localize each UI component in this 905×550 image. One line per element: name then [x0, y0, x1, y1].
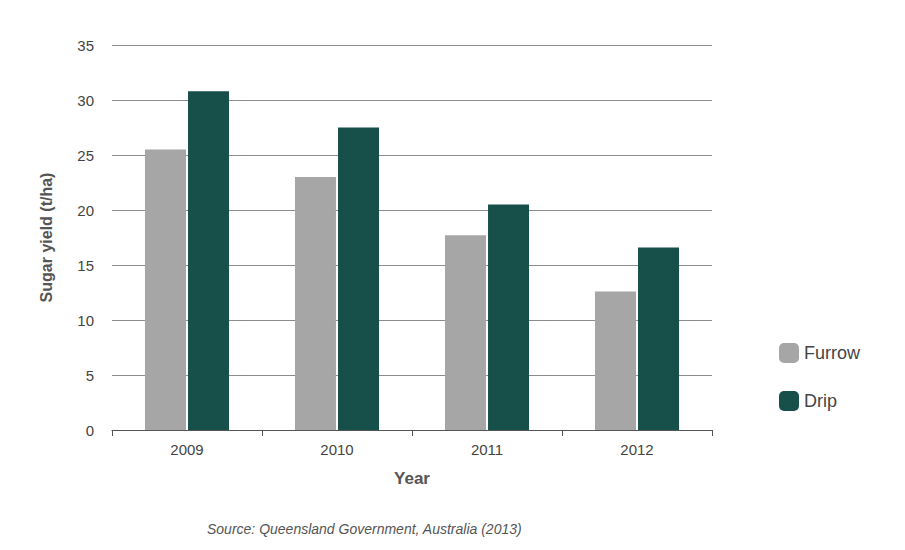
svg-text:Drip: Drip	[804, 391, 837, 411]
svg-text:10: 10	[77, 312, 94, 329]
svg-text:25: 25	[77, 147, 94, 164]
svg-text:5: 5	[86, 367, 94, 384]
svg-text:Year: Year	[394, 469, 430, 488]
svg-text:30: 30	[77, 92, 94, 109]
svg-text:Source: Queensland Government,: Source: Queensland Government, Australia…	[207, 521, 522, 537]
svg-text:20: 20	[77, 202, 94, 219]
svg-text:2012: 2012	[620, 441, 653, 458]
svg-text:15: 15	[77, 257, 94, 274]
svg-text:2009: 2009	[170, 441, 203, 458]
svg-text:2011: 2011	[471, 441, 503, 458]
svg-text:Sugar yield (t/ha): Sugar yield (t/ha)	[38, 173, 55, 303]
svg-text:Furrow: Furrow	[804, 343, 861, 363]
svg-text:2010: 2010	[320, 441, 353, 458]
svg-text:35: 35	[77, 37, 94, 54]
svg-text:0: 0	[86, 422, 94, 439]
